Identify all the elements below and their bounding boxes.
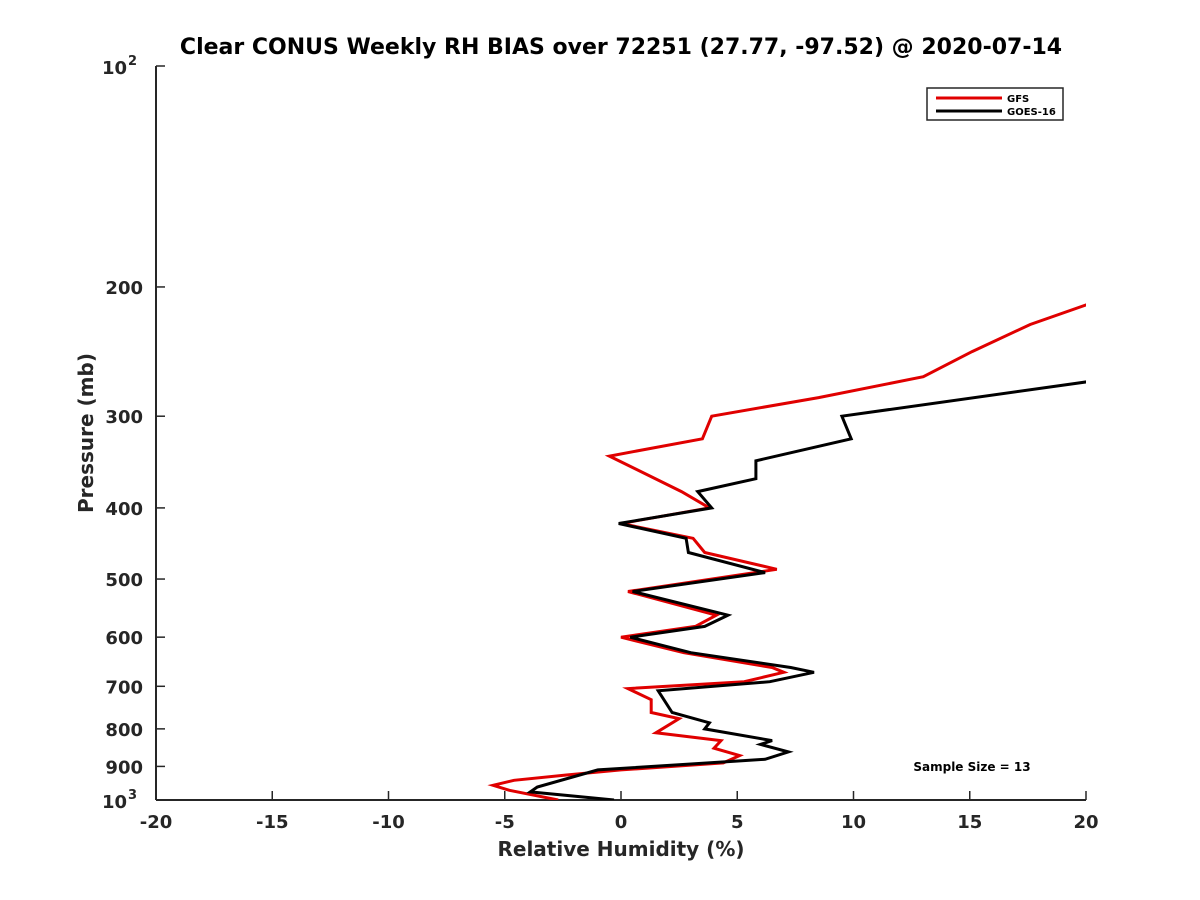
- y-tick-label-base: 10: [102, 792, 127, 813]
- y-tick-label: 500: [105, 570, 143, 591]
- legend-label-gfs: GFS: [1007, 94, 1029, 105]
- series-layer: [487, 303, 1086, 800]
- y-axis-label: Pressure (mb): [74, 353, 98, 513]
- x-tick-label: -15: [256, 812, 289, 833]
- y-tick-label-base: 10: [102, 58, 127, 79]
- y-tick-label: 700: [105, 677, 143, 698]
- plot-area: -20 -15 -10 -5 0 5 10 15 20 10 220030040050060070…: [102, 54, 1099, 833]
- x-tick-label: -10: [372, 812, 405, 833]
- y-tick-label: 900: [105, 757, 143, 778]
- x-tick-label: -5: [495, 812, 515, 833]
- x-tick-label: 15: [957, 812, 982, 833]
- y-tick-label-exponent: 3: [128, 788, 137, 803]
- y-tick-label: 300: [105, 407, 143, 428]
- x-axis-ticks: -20 -15 -10 -5 0 5 10 15 20: [140, 791, 1099, 833]
- legend: GFS GOES-16: [926, 87, 1064, 121]
- sample-size-annotation: Sample Size = 13: [913, 760, 1030, 774]
- x-tick-label: 10: [841, 812, 866, 833]
- y-tick-label: 400: [105, 499, 143, 520]
- chart-title: Clear CONUS Weekly RH BIAS over 72251 (2…: [180, 35, 1062, 60]
- y-tick-label: 600: [105, 628, 143, 649]
- y-tick-label: 200: [105, 278, 143, 299]
- x-tick-label: 0: [615, 812, 628, 833]
- y-tick-label-exponent: 2: [128, 54, 137, 69]
- x-tick-label: 5: [731, 812, 744, 833]
- series-line-goes16: [526, 380, 1086, 800]
- x-tick-label: -20: [140, 812, 173, 833]
- y-tick-label: 800: [105, 720, 143, 741]
- x-axis-label: Relative Humidity (%): [497, 837, 744, 861]
- legend-label-goes16: GOES-16: [1007, 107, 1056, 118]
- legend-box: [926, 87, 1064, 121]
- x-tick-label: 20: [1073, 812, 1098, 833]
